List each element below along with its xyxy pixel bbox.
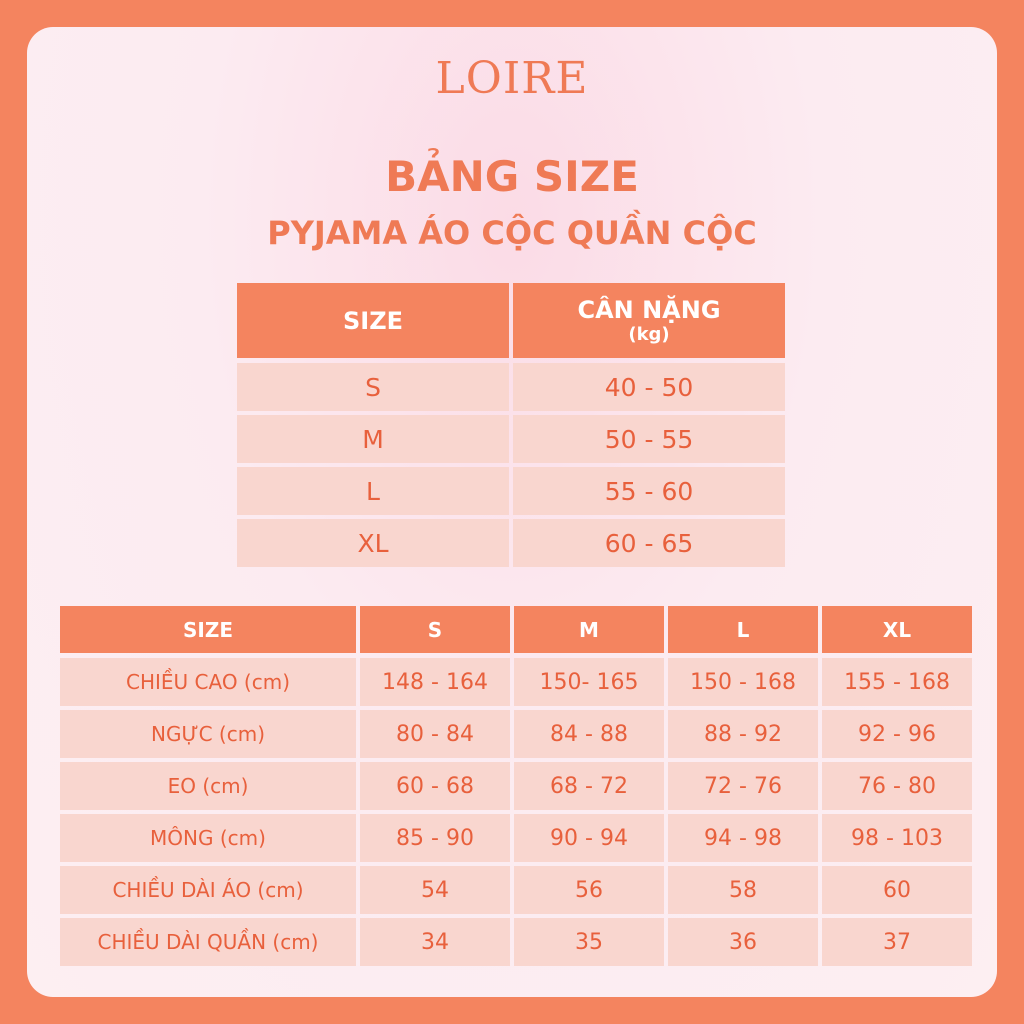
table-cell: 150- 165 bbox=[514, 658, 664, 706]
table-cell: M bbox=[237, 415, 509, 463]
header-cell: SIZE bbox=[60, 606, 356, 653]
table-cell: 54 bbox=[360, 866, 510, 914]
table-cell: XL bbox=[237, 519, 509, 567]
table-cell: 50 - 55 bbox=[513, 415, 785, 463]
table-cell: 58 bbox=[668, 866, 818, 914]
table-cell: L bbox=[237, 467, 509, 515]
header-text: SIZE bbox=[342, 306, 403, 335]
table-cell: 76 - 80 bbox=[822, 762, 972, 810]
table-cell: 94 - 98 bbox=[668, 814, 818, 862]
table-cell: NGỰC (cm) bbox=[60, 710, 356, 758]
table-cell: 84 - 88 bbox=[514, 710, 664, 758]
table-cell: CHIỀU DÀI QUẦN (cm) bbox=[60, 918, 356, 966]
header-unit: (kg) bbox=[628, 324, 670, 345]
table-cell: 60 - 68 bbox=[360, 762, 510, 810]
table-cell: 36 bbox=[668, 918, 818, 966]
table-cell: 148 - 164 bbox=[360, 658, 510, 706]
table-cell: 88 - 92 bbox=[668, 710, 818, 758]
header-cell: L bbox=[668, 606, 818, 653]
table-cell: 90 - 94 bbox=[514, 814, 664, 862]
brand-logo: LOIRE bbox=[435, 52, 589, 104]
table-cell: MÔNG (cm) bbox=[60, 814, 356, 862]
table-cell: 35 bbox=[514, 918, 664, 966]
table-cell: 72 - 76 bbox=[668, 762, 818, 810]
table-cell: 85 - 90 bbox=[360, 814, 510, 862]
header-cell: CÂN NẶNG (kg) bbox=[513, 283, 785, 358]
table-cell: 37 bbox=[822, 918, 972, 966]
table-cell: EO (cm) bbox=[60, 762, 356, 810]
table-cell: 40 - 50 bbox=[513, 363, 785, 411]
header-cell: SIZE bbox=[237, 283, 509, 358]
table-cell: 98 - 103 bbox=[822, 814, 972, 862]
header-cell: M bbox=[514, 606, 664, 653]
subtitle: PYJAMA ÁO CỘC QUẦN CỘC bbox=[267, 214, 757, 252]
table-cell: S bbox=[237, 363, 509, 411]
table-cell: 80 - 84 bbox=[360, 710, 510, 758]
table-cell: 34 bbox=[360, 918, 510, 966]
table-cell: CHIỀU DÀI ÁO (cm) bbox=[60, 866, 356, 914]
table-cell: 155 - 168 bbox=[822, 658, 972, 706]
table-cell: 92 - 96 bbox=[822, 710, 972, 758]
header-text: CÂN NẶNG bbox=[577, 296, 721, 324]
table-cell: CHIỀU CAO (cm) bbox=[60, 658, 356, 706]
table-cell: 55 - 60 bbox=[513, 467, 785, 515]
table-cell: 56 bbox=[514, 866, 664, 914]
table-cell: 60 bbox=[822, 866, 972, 914]
title: BẢNG SIZE bbox=[385, 151, 639, 201]
header-cell: S bbox=[360, 606, 510, 653]
table-cell: 60 - 65 bbox=[513, 519, 785, 567]
header-cell: XL bbox=[822, 606, 972, 653]
table-cell: 150 - 168 bbox=[668, 658, 818, 706]
table-cell: 68 - 72 bbox=[514, 762, 664, 810]
